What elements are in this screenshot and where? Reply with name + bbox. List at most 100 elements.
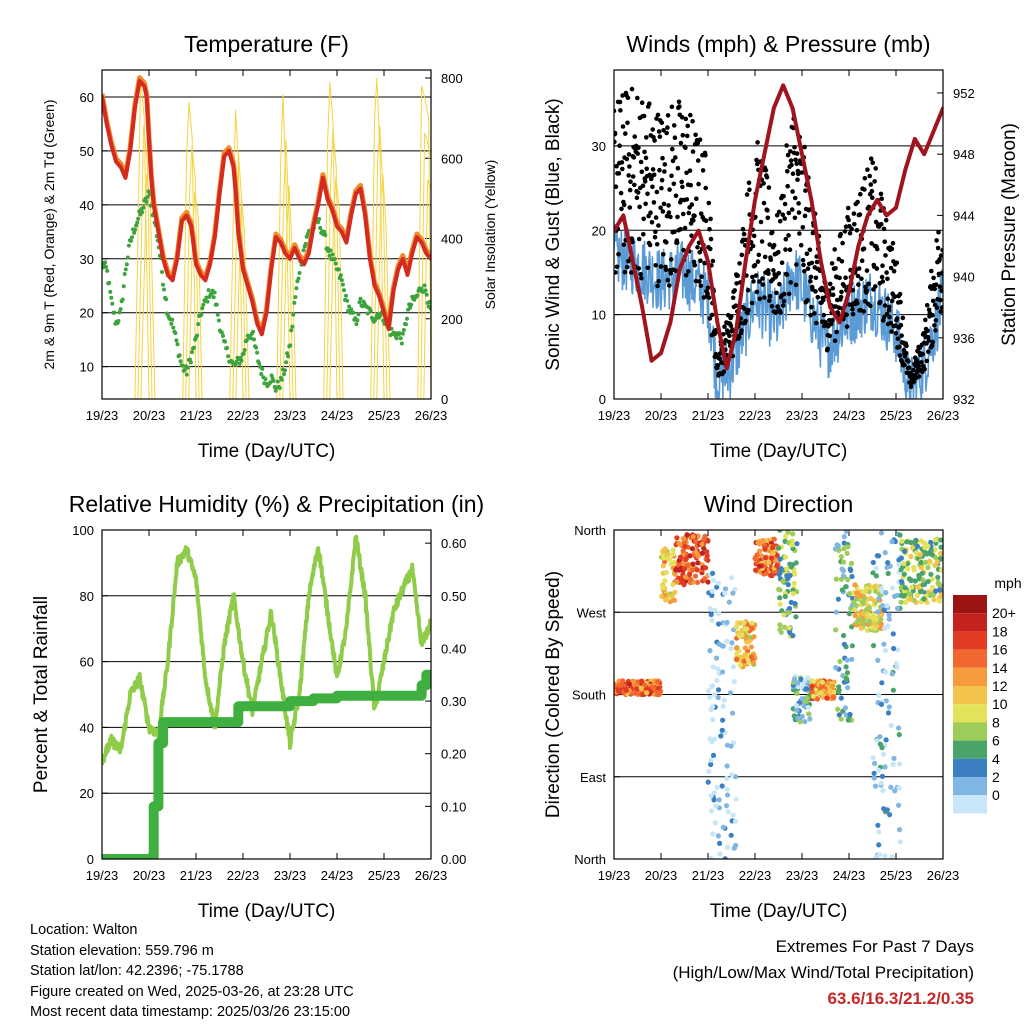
gust-point	[630, 239, 635, 245]
direction-point	[854, 590, 860, 596]
direction-point	[874, 553, 880, 559]
gust-point	[677, 104, 682, 109]
direction-point	[841, 641, 848, 647]
dewpoint-point	[174, 338, 179, 343]
gust-point	[830, 286, 836, 291]
direction-point	[918, 565, 925, 571]
dewpoint-point	[204, 295, 209, 300]
direction-point	[794, 690, 800, 697]
gust-point	[650, 127, 655, 132]
y-tick-label: 0	[599, 392, 606, 407]
direction-point	[792, 601, 798, 607]
direction-point	[833, 665, 839, 671]
humidity-line	[102, 534, 431, 766]
gust-point	[868, 303, 873, 309]
gust-point	[697, 137, 703, 142]
direction-point	[788, 564, 794, 570]
gust-point	[834, 329, 839, 335]
x-axis-label: Time (Day/UTC)	[198, 901, 336, 922]
gust-point	[808, 312, 813, 318]
gust-point	[736, 334, 742, 340]
gust-point	[926, 349, 931, 355]
gust-point	[934, 305, 940, 311]
dewpoint-point	[400, 331, 405, 336]
gust-point	[869, 188, 875, 194]
gust-point	[934, 238, 939, 243]
gust-point	[773, 274, 779, 279]
gust-point	[659, 185, 664, 191]
direction-point	[770, 550, 776, 557]
gust-point	[755, 259, 761, 264]
dewpoint-point	[422, 283, 427, 288]
gust-point	[926, 338, 931, 343]
dewpoint-point	[263, 377, 268, 382]
direction-point	[880, 788, 886, 794]
dewpoint-point	[355, 318, 360, 323]
gust-point	[889, 329, 894, 334]
direction-point	[671, 597, 677, 603]
direction-point	[905, 566, 911, 572]
gust-point	[804, 251, 810, 257]
y2-tick-label: 0.40	[441, 641, 466, 656]
direction-point	[731, 845, 737, 851]
gust-point	[906, 365, 912, 371]
direction-point	[841, 559, 847, 565]
direction-point	[746, 638, 752, 645]
dewpoint-point	[284, 360, 289, 365]
direction-point	[724, 638, 730, 644]
direction-point	[890, 761, 896, 768]
dewpoint-point	[297, 271, 302, 275]
gust-point	[938, 309, 943, 314]
direction-point	[842, 705, 849, 711]
gust-point	[767, 298, 772, 303]
gust-point	[617, 99, 623, 105]
direction-point	[809, 678, 815, 684]
direction-point	[713, 655, 720, 661]
gust-point	[693, 132, 698, 138]
direction-point	[882, 764, 888, 770]
direction-point	[662, 592, 669, 598]
dewpoint-point	[123, 267, 128, 272]
gust-point	[796, 201, 801, 206]
gust-point	[903, 350, 909, 356]
gust-point	[859, 276, 864, 282]
gust-point	[626, 152, 632, 157]
gust-point	[754, 157, 759, 163]
direction-point	[909, 584, 915, 590]
direction-point	[725, 809, 731, 815]
dewpoint-point	[342, 288, 346, 293]
direction-point	[875, 737, 881, 744]
direction-point	[749, 620, 755, 626]
direction-point	[701, 536, 707, 542]
direction-point	[925, 564, 931, 571]
direction-point	[690, 534, 696, 540]
direction-point	[807, 716, 813, 722]
direction-point	[760, 538, 766, 544]
gust-point	[614, 139, 617, 145]
gust-point	[800, 225, 806, 230]
gust-point	[614, 184, 619, 189]
direction-point	[716, 621, 722, 627]
gust-point	[888, 265, 894, 271]
direction-point	[716, 797, 722, 803]
legend-swatch	[953, 758, 987, 777]
direction-point	[638, 685, 644, 691]
gust-point	[751, 279, 756, 284]
y-tick-label: South	[572, 688, 606, 703]
direction-point	[714, 784, 720, 791]
direction-point	[790, 531, 796, 537]
gust-point	[679, 179, 684, 185]
gust-point	[790, 171, 796, 176]
direction-point	[876, 595, 882, 601]
direction-point	[734, 651, 740, 657]
dewpoint-point	[133, 227, 138, 232]
x-tick-label: 21/23	[180, 408, 213, 423]
direction-point	[888, 722, 894, 729]
gust-point	[645, 191, 650, 197]
direction-point	[665, 551, 671, 557]
gust-point	[902, 362, 907, 368]
direction-point	[728, 575, 735, 581]
direction-point	[708, 611, 714, 618]
gust-point	[821, 312, 827, 318]
dewpoint-point	[171, 325, 176, 330]
